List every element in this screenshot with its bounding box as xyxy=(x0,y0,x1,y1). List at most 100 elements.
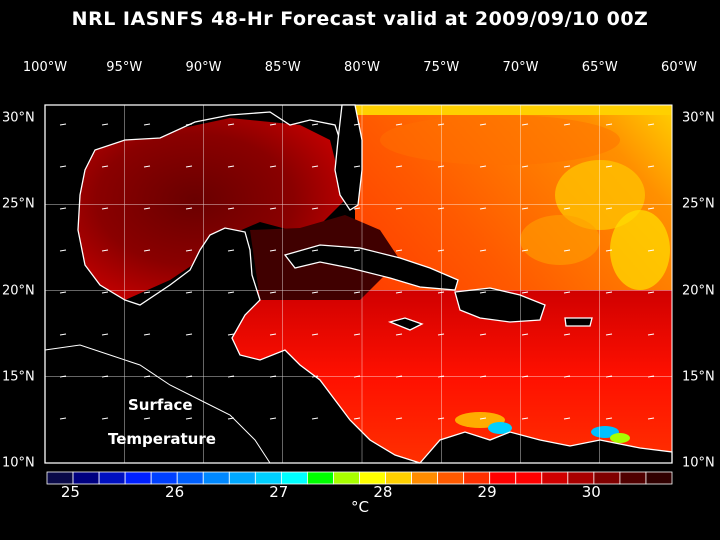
colorbar-swatch xyxy=(228,471,256,485)
wind-arrow xyxy=(101,249,109,252)
wind-arrow xyxy=(563,165,571,168)
wind-arrow xyxy=(605,249,613,252)
wind-arrow xyxy=(563,417,571,420)
wind-arrow xyxy=(563,249,571,252)
wind-arrow xyxy=(437,123,445,126)
wind-arrow xyxy=(59,417,67,420)
lon-label: 70°W xyxy=(502,60,539,75)
wind-arrow xyxy=(395,417,403,420)
wind-arrow xyxy=(353,165,361,168)
colorbar-tick: 27 xyxy=(269,483,289,501)
wind-arrow xyxy=(185,333,193,336)
wind-arrow xyxy=(395,375,403,378)
wind-arrow xyxy=(437,249,445,252)
wind-arrow xyxy=(185,123,193,126)
wind-arrow xyxy=(605,207,613,210)
wind-arrow xyxy=(101,207,109,210)
lat-label: 15°N xyxy=(2,369,35,385)
wind-arrow xyxy=(59,375,67,378)
puerto-rico-land xyxy=(564,317,593,327)
colorbar-swatch xyxy=(98,471,126,485)
lat-label: 25°N xyxy=(2,196,35,212)
wind-arrow xyxy=(479,333,487,336)
colorbar-swatch xyxy=(645,471,673,485)
wind-arrow xyxy=(59,207,67,210)
wind-arrow xyxy=(647,291,655,294)
wind-arrow xyxy=(395,333,403,336)
colorbar-tick: 29 xyxy=(477,483,497,501)
wind-arrow xyxy=(353,291,361,294)
wind-arrow xyxy=(269,249,277,252)
wind-arrow xyxy=(185,165,193,168)
wind-arrow xyxy=(605,165,613,168)
map-frame xyxy=(44,104,673,464)
colorbar-tick: 25 xyxy=(60,483,80,501)
lon-label: 65°W xyxy=(581,60,618,75)
wind-arrow xyxy=(647,207,655,210)
wind-arrow xyxy=(101,333,109,336)
wind-arrow xyxy=(311,417,319,420)
wind-arrow xyxy=(395,207,403,210)
wind-arrow xyxy=(101,417,109,420)
field-label-line2: Temperature xyxy=(108,430,216,448)
colorbar-swatch xyxy=(437,471,465,485)
lat-label: 15°N xyxy=(682,369,715,385)
lon-label: 80°W xyxy=(344,60,380,75)
lat-label: 20°N xyxy=(682,283,715,298)
lon-label: 100°W xyxy=(22,60,68,75)
wind-arrow xyxy=(479,165,487,168)
land-masses xyxy=(44,104,673,464)
map-title: NRL IASNFS 48-Hr Forecast valid at 2009/… xyxy=(71,8,649,30)
wind-arrow xyxy=(647,123,655,126)
wind-arrow xyxy=(605,291,613,294)
wind-arrow xyxy=(269,417,277,420)
wind-arrow xyxy=(647,375,655,378)
wind-arrow xyxy=(521,207,529,210)
wind-arrow xyxy=(269,333,277,336)
lat-label: 20°N xyxy=(2,283,35,298)
colorbar-tick: 30 xyxy=(581,483,601,501)
wind-arrow xyxy=(101,375,109,378)
wind-arrow xyxy=(311,291,319,294)
colorbar-unit: °C xyxy=(351,498,369,516)
wind-arrow xyxy=(311,249,319,252)
wind-arrow xyxy=(437,375,445,378)
wind-arrow xyxy=(521,123,529,126)
colorbar-tick: 26 xyxy=(165,483,185,501)
wind-arrow xyxy=(521,375,529,378)
wind-arrow xyxy=(353,249,361,252)
wind-arrow xyxy=(227,417,235,420)
wind-arrow xyxy=(185,375,193,378)
wind-arrow xyxy=(521,165,529,168)
wind-arrow xyxy=(605,333,613,336)
wind-arrow xyxy=(479,291,487,294)
wind-arrow xyxy=(59,333,67,336)
north-america-land xyxy=(44,104,421,464)
wind-arrow xyxy=(227,123,235,126)
wind-arrow xyxy=(521,333,529,336)
wind-arrow xyxy=(185,207,193,210)
colorbar-swatch xyxy=(411,471,439,485)
wind-arrow xyxy=(59,291,67,294)
wind-arrow xyxy=(143,333,151,336)
wind-arrow xyxy=(101,123,109,126)
wind-arrow xyxy=(227,375,235,378)
wind-arrow xyxy=(101,291,109,294)
lat-label: 25°N xyxy=(682,196,715,212)
wind-arrow xyxy=(143,207,151,210)
lat-label: 10°N xyxy=(2,455,35,471)
wind-arrow xyxy=(143,417,151,420)
wind-arrow xyxy=(479,375,487,378)
wind-arrow xyxy=(227,165,235,168)
wind-arrow xyxy=(353,333,361,336)
wind-arrow xyxy=(395,123,403,126)
wind-arrow xyxy=(479,417,487,420)
wind-arrow xyxy=(143,123,151,126)
wind-arrow xyxy=(437,417,445,420)
pacific-coastline xyxy=(44,344,271,464)
wind-arrow xyxy=(143,375,151,378)
wind-arrow xyxy=(59,165,67,168)
wind-arrow xyxy=(437,207,445,210)
wind-arrow xyxy=(101,165,109,168)
